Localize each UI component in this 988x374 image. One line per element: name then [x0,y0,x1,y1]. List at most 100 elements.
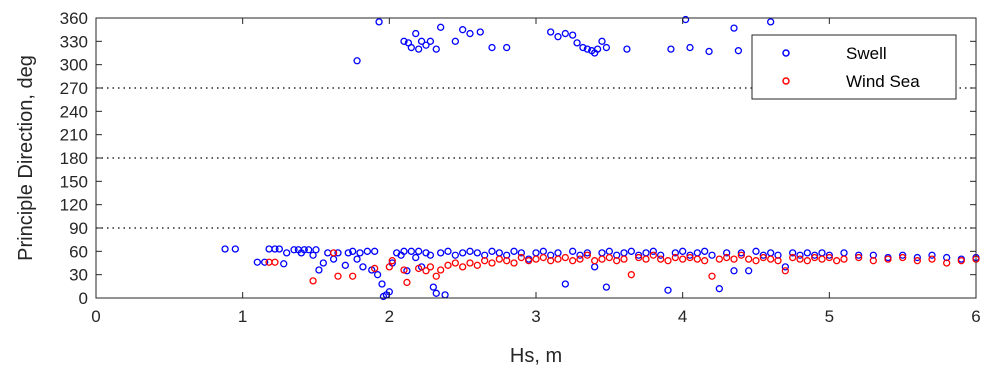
data-point [928,255,936,263]
data-point [481,257,489,265]
data-point [730,267,738,275]
data-point [341,261,349,269]
data-point [623,45,631,53]
data-point [803,249,811,257]
data-point [532,255,540,263]
data-point [400,266,408,274]
data-point [635,253,643,262]
legend-label-swell: Swell [846,44,887,63]
data-point [657,251,665,259]
data-point [811,253,819,262]
data-point [671,249,679,257]
data-point [388,257,396,265]
data-point [417,37,426,45]
data-point [271,245,279,253]
data-point [569,257,577,265]
y-tick-label: 330 [60,32,88,51]
data-point [309,277,317,285]
data-point [745,255,753,263]
data-point [290,246,298,254]
data-point [253,258,261,266]
data-point [693,255,701,263]
data-point [466,247,474,255]
data-point [745,267,753,275]
data-point [349,247,357,255]
data-point [312,246,320,254]
data-point [561,253,569,262]
data-point [642,255,650,263]
data-point [730,24,738,32]
data-point [723,249,731,257]
data-point [679,247,687,255]
data-point [444,261,452,269]
data-point [525,257,533,265]
data-point [943,259,951,267]
data-point [767,18,775,26]
data-point [686,251,694,259]
data-point [432,289,440,297]
data-point [415,45,423,53]
x-tick-label: 4 [678,307,687,326]
data-point [539,253,547,262]
data-point [275,245,283,253]
y-tick-label: 300 [60,56,88,75]
data-point [547,257,555,265]
data-point [767,255,775,263]
data-point [737,251,745,259]
data-point [488,247,496,255]
y-tick-label: 180 [60,149,88,168]
data-point [305,246,313,254]
data-point [554,255,562,263]
data-point [371,264,379,273]
data-point [715,255,723,263]
data-point [429,283,437,291]
y-tick-label: 60 [69,242,88,261]
x-tick-label: 2 [385,307,394,326]
data-point [789,249,797,257]
data-point [344,249,352,257]
y-axis-ticks: 0 30 60 90 120 150 180 210 240 270 300 330 360 [60,9,976,308]
data-point [620,255,628,263]
data-point [598,37,606,45]
x-tick-label: 3 [531,307,540,326]
data-point [811,251,819,259]
legend-marker-swell [782,49,790,57]
data-point [503,43,511,52]
legend-marker-wind-sea [782,77,790,85]
data-point [664,257,672,265]
data-point [730,255,738,263]
data-point [561,280,569,288]
data-point [400,37,408,45]
data-point [569,31,577,39]
data-point [913,253,921,262]
data-point [803,257,811,265]
data-point [412,253,420,262]
data-point [576,251,584,259]
data-point [869,257,877,265]
data-point [407,247,415,255]
y-tick-label: 240 [60,102,88,121]
data-point [679,255,687,263]
data-point [573,39,581,47]
data-point [385,263,393,271]
data-point [503,257,511,265]
data-point [432,272,440,280]
data-point [605,253,613,262]
data-point [444,247,452,255]
data-point [671,253,679,262]
data-point [426,263,435,271]
data-point [378,280,386,288]
data-point [583,249,591,257]
data-point [373,271,382,279]
data-point [649,247,657,255]
series-wind-sea [265,249,980,287]
data-point [899,251,907,259]
data-point [734,47,743,55]
data-point [649,251,657,259]
data-point [319,259,327,267]
data-point [781,263,789,271]
data-point [602,43,611,52]
data-point [701,257,709,265]
data-point [613,257,621,265]
